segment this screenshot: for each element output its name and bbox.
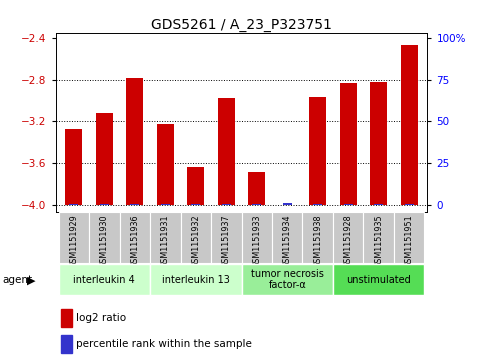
FancyBboxPatch shape <box>89 212 120 263</box>
Text: GSM1151929: GSM1151929 <box>70 215 78 268</box>
FancyBboxPatch shape <box>242 265 333 294</box>
FancyBboxPatch shape <box>58 265 150 294</box>
Bar <box>283 203 292 205</box>
Text: ▶: ▶ <box>27 275 36 285</box>
FancyBboxPatch shape <box>272 212 302 263</box>
Bar <box>401 45 417 205</box>
FancyBboxPatch shape <box>150 212 181 263</box>
Text: GSM1151930: GSM1151930 <box>100 215 109 268</box>
Title: GDS5261 / A_23_P323751: GDS5261 / A_23_P323751 <box>151 18 332 32</box>
Bar <box>130 204 140 205</box>
Bar <box>187 167 204 205</box>
Bar <box>66 129 82 205</box>
Bar <box>161 204 170 205</box>
Bar <box>99 204 109 205</box>
FancyBboxPatch shape <box>363 212 394 263</box>
Text: log2 ratio: log2 ratio <box>76 313 126 323</box>
Bar <box>374 204 384 205</box>
FancyBboxPatch shape <box>333 212 363 263</box>
Bar <box>340 83 356 205</box>
Bar <box>252 204 261 205</box>
Bar <box>218 98 235 205</box>
Text: GSM1151931: GSM1151931 <box>161 215 170 268</box>
Text: interleukin 13: interleukin 13 <box>162 274 230 285</box>
Text: GSM1151933: GSM1151933 <box>252 215 261 268</box>
FancyBboxPatch shape <box>333 265 425 294</box>
FancyBboxPatch shape <box>302 212 333 263</box>
Bar <box>96 113 113 205</box>
Text: GSM1151936: GSM1151936 <box>130 215 139 268</box>
Bar <box>309 97 326 205</box>
Bar <box>370 82 387 205</box>
Text: GSM1151932: GSM1151932 <box>191 215 200 268</box>
Text: GSM1151937: GSM1151937 <box>222 215 231 268</box>
Bar <box>69 204 78 205</box>
FancyBboxPatch shape <box>242 212 272 263</box>
Text: GSM1151938: GSM1151938 <box>313 215 322 268</box>
Text: unstimulated: unstimulated <box>346 274 411 285</box>
Bar <box>61 309 71 327</box>
Bar <box>405 204 414 205</box>
FancyBboxPatch shape <box>394 212 425 263</box>
Bar <box>127 78 143 205</box>
Bar <box>157 123 174 205</box>
Text: percentile rank within the sample: percentile rank within the sample <box>76 339 252 349</box>
Bar <box>191 204 200 205</box>
Text: interleukin 4: interleukin 4 <box>73 274 135 285</box>
Bar <box>343 204 353 205</box>
Text: GSM1151928: GSM1151928 <box>344 215 353 268</box>
Text: GSM1151951: GSM1151951 <box>405 215 413 268</box>
FancyBboxPatch shape <box>150 265 242 294</box>
Bar <box>248 172 265 205</box>
FancyBboxPatch shape <box>58 212 89 263</box>
Text: tumor necrosis
factor-α: tumor necrosis factor-α <box>251 269 324 290</box>
Text: GSM1151934: GSM1151934 <box>283 215 292 268</box>
FancyBboxPatch shape <box>120 212 150 263</box>
Text: GSM1151935: GSM1151935 <box>374 215 383 268</box>
Bar <box>313 204 322 205</box>
FancyBboxPatch shape <box>211 212 242 263</box>
Bar <box>61 335 71 353</box>
FancyBboxPatch shape <box>181 212 211 263</box>
Bar <box>222 204 231 205</box>
Text: agent: agent <box>2 275 32 285</box>
